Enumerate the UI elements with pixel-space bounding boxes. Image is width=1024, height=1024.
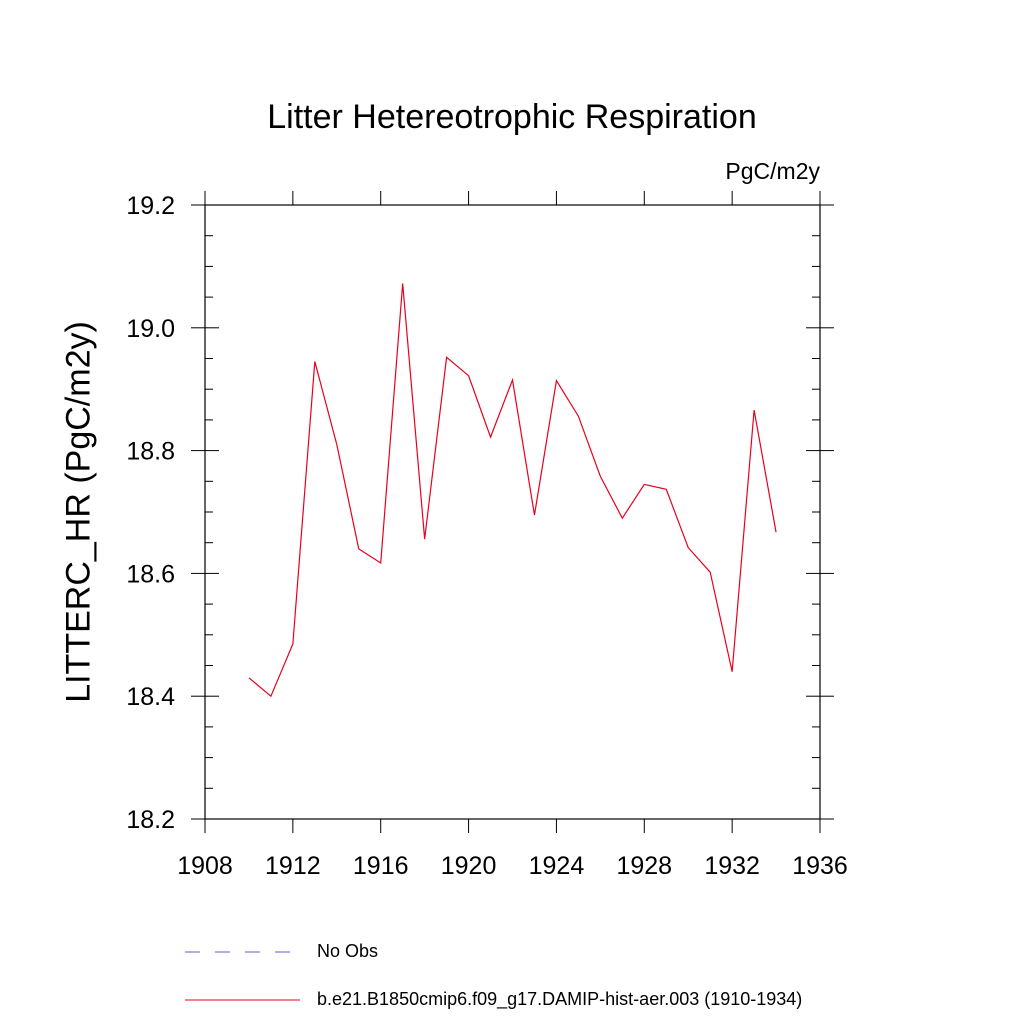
axis-tick-labels: 1908 1912 1916 1920 1924 1928 1932 1936 18.2 18.4… — [126, 192, 847, 880]
x-tick-label: 1936 — [792, 852, 848, 880]
series-line — [248, 283, 777, 698]
x-tick-label: 1908 — [177, 852, 233, 880]
y-tick-label: 19.2 — [126, 192, 175, 220]
units-label: PgC/m2y — [725, 158, 820, 184]
x-tick-label: 1916 — [353, 852, 409, 880]
plot-frame — [204, 204, 821, 820]
y-tick-label: 19.0 — [126, 315, 175, 343]
x-tick-label: 1912 — [265, 852, 321, 880]
legend — [185, 951, 300, 1001]
y-tick-label: 18.8 — [126, 438, 175, 466]
x-tick-label: 1932 — [704, 852, 760, 880]
legend-label: b.e21.B1850cmip6.f09_g17.DAMIP-hist-aer.… — [317, 989, 803, 1009]
y-tick-label: 18.2 — [126, 806, 175, 834]
x-tick-label: 1920 — [441, 852, 497, 880]
axis-ticks — [191, 191, 834, 833]
chart-series — [248, 283, 777, 698]
y-tick-label: 18.4 — [126, 683, 175, 711]
y-tick-label: 18.6 — [126, 560, 175, 588]
x-tick-label: 1928 — [616, 852, 672, 880]
legend-label: No Obs — [317, 941, 379, 961]
chart-title: Litter Hetereotrophic Respiration — [267, 98, 757, 136]
x-tick-label: 1924 — [529, 852, 585, 880]
